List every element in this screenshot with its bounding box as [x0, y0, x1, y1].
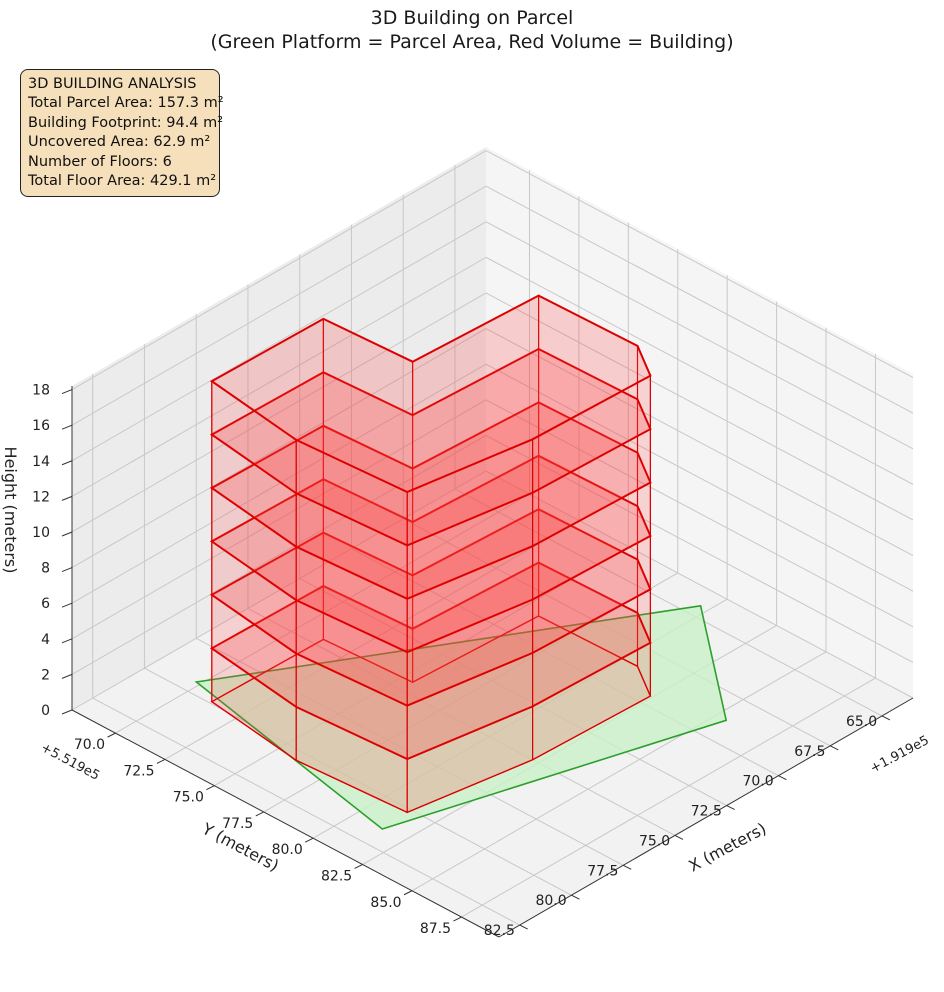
grid-x-floor	[461, 677, 876, 918]
grid-z-right-wall	[485, 185, 914, 414]
x-tick-label: 70.0	[74, 737, 105, 753]
grid-x-floor	[164, 519, 580, 760]
chart-subtitle: (Green Platform = Parcel Area, Red Volum…	[210, 31, 734, 53]
z-tick-mark	[61, 709, 73, 715]
z-tick-label: 2	[41, 667, 50, 683]
z-tick-mark	[61, 602, 73, 608]
z-tick-mark	[61, 673, 73, 679]
chart-title: 3D Building on Parcel	[370, 7, 574, 29]
grid-y-floor	[92, 697, 520, 926]
grid-z-left-wall	[71, 256, 487, 497]
z-tick-mark	[61, 424, 73, 430]
grid-z-right-wall	[485, 470, 914, 699]
y-tick-mark	[622, 864, 632, 870]
grid-y-floor	[454, 488, 883, 717]
grid-z-left-wall	[71, 292, 487, 533]
info-line-floor-area: Total Floor Area: 429.1 m²	[28, 173, 217, 190]
axis-lines	[61, 386, 914, 938]
x-tick-label: 75.0	[173, 790, 204, 806]
y-tick-mark	[726, 805, 735, 810]
info-line-footprint: Building Footprint: 94.4 m²	[28, 114, 224, 131]
x-tick-label: 77.5	[222, 816, 253, 832]
x-tick-label: 82.5	[321, 868, 352, 884]
info-line-uncovered: Uncovered Area: 62.9 m²	[28, 134, 211, 151]
grid-z-left-wall	[71, 185, 487, 426]
info-line-floors: Number of Floors: 6	[28, 153, 172, 170]
z-axis-label: Height (meters)	[1, 447, 20, 574]
parcel-platform	[194, 604, 728, 830]
z-tick-label: 10	[32, 525, 50, 541]
analysis-info-box: 3D BUILDING ANALYSIS Total Parcel Area: …	[20, 69, 224, 198]
floor-top	[209, 294, 652, 494]
y-tick-mark	[881, 715, 891, 721]
z-tick-label: 18	[32, 383, 50, 399]
x-offset-label: +1.919e5	[868, 733, 932, 776]
y-tick-mark	[519, 924, 528, 930]
y-tick-mark	[778, 775, 787, 781]
grid-x-floor	[411, 651, 827, 892]
back-right-pane	[486, 147, 913, 698]
y-tick-mark	[674, 834, 684, 840]
scene-polygons	[194, 294, 728, 830]
info-line-parcel-area: Total Parcel Area: 157.3 m²	[28, 95, 224, 112]
z-tick-label: 14	[32, 454, 50, 470]
grid-x-floor	[115, 493, 530, 734]
z-tick-mark	[61, 460, 73, 466]
y-tick-label: 80.0	[535, 893, 566, 909]
z-tick-mark	[61, 495, 73, 501]
grid-z-right-wall	[485, 399, 914, 628]
y-tick-label: 72.5	[691, 804, 722, 820]
grid-z-right-wall	[485, 328, 914, 557]
y-tick-label: 67.5	[794, 744, 825, 760]
z-tick-mark	[61, 389, 73, 395]
z-tick-label: 6	[41, 596, 50, 612]
x-tick-mark	[206, 785, 215, 791]
grid-z-right-wall	[485, 221, 914, 450]
grid-z-left-wall	[71, 221, 487, 462]
z-tick-mark	[61, 638, 73, 644]
z-tick-mark	[61, 531, 73, 537]
x-tick-mark	[354, 864, 363, 869]
x-tick-label: 87.5	[420, 921, 451, 937]
grid-z-right-wall	[485, 150, 914, 379]
x-tick-mark	[107, 732, 116, 738]
grid-z-right-wall	[485, 256, 914, 485]
y-tick-label: 82.5	[484, 923, 515, 939]
x-tick-label: 80.0	[272, 842, 303, 858]
x-tick-mark	[453, 916, 462, 922]
grid-z-right-wall	[485, 292, 914, 521]
z-tick-label: 12	[32, 489, 50, 505]
y-tick-mark	[571, 894, 580, 900]
z-tick-label: 8	[41, 561, 50, 577]
z-tick-mark	[61, 567, 73, 573]
grid-z-right-wall	[485, 434, 914, 663]
x-tick-mark	[304, 837, 314, 843]
info-heading: 3D BUILDING ANALYSIS	[28, 76, 197, 92]
grid-z-right-wall	[485, 363, 914, 592]
grid-z-left-wall	[71, 434, 487, 675]
y-tick-label: 77.5	[587, 863, 618, 879]
x-axis-line	[71, 709, 500, 938]
x-tick-mark	[255, 811, 264, 817]
y-tick-label: 75.0	[639, 833, 670, 849]
grid-z-left-wall	[71, 399, 487, 640]
grid-z-left-wall	[71, 363, 487, 604]
y-tick-label: 70.0	[742, 774, 773, 790]
z-tick-label: 4	[41, 632, 50, 648]
y-tick-label: 65.0	[846, 714, 877, 730]
z-tick-label: 16	[32, 418, 50, 434]
z-tick-label: 0	[41, 703, 50, 719]
grid-z-left-wall	[71, 150, 487, 390]
x-axis-label: X (meters)	[685, 819, 769, 876]
y-axis-line	[498, 697, 914, 938]
grid-z-left-wall	[71, 470, 487, 711]
grid-z-left-wall	[71, 328, 487, 569]
x-tick-mark	[156, 758, 166, 764]
y-tick-mark	[829, 745, 839, 751]
x-tick-label: 85.0	[370, 895, 401, 911]
x-tick-mark	[403, 890, 413, 896]
x-tick-label: 72.5	[123, 763, 154, 779]
building-floor-6	[209, 294, 652, 547]
